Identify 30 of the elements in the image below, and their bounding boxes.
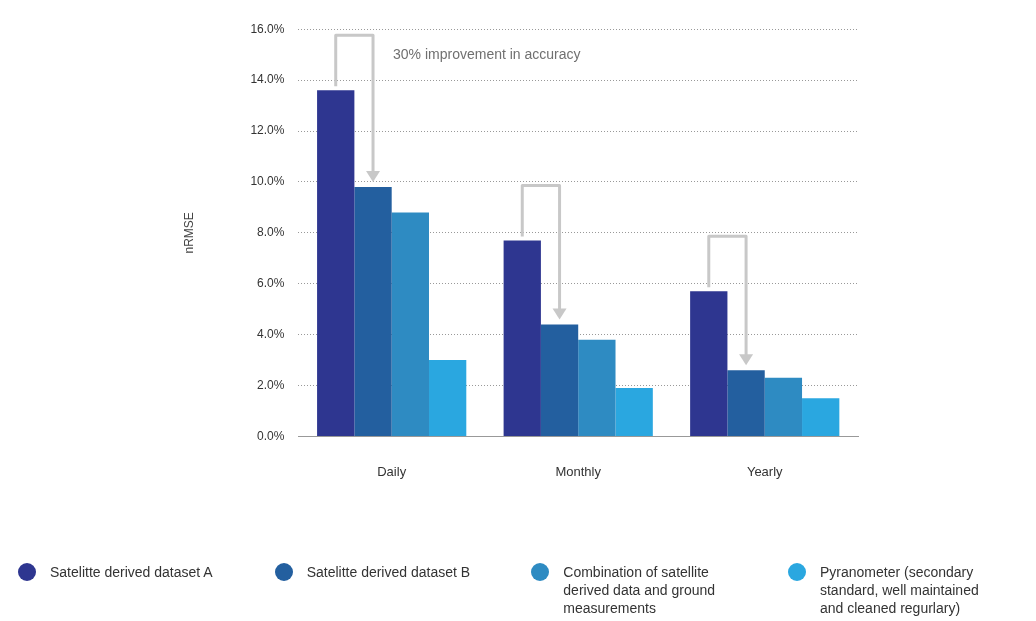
bar [354,186,392,436]
y-tick-label: 2.0% [257,377,285,392]
bar [540,324,579,436]
bar [802,398,840,436]
bar [317,90,355,436]
bar [503,240,541,436]
legend-label: Satelitte derived dataset A [50,563,213,581]
bar [727,370,765,436]
legend-label: Satelitte derived dataset B [306,563,471,581]
legend-label: Pyranometer (secondary standard, well maintained and cleaned regurlary) [819,563,980,617]
annotation: 30% improvement in accuracy [393,46,581,63]
bar [615,388,653,436]
y-tick-label: 8.0% [257,225,285,240]
bar [578,339,616,436]
y-tick-label: 14.0% [250,72,285,87]
y-tick-label: 0.0% [257,428,285,443]
y-tick-label: 10.0% [250,174,285,189]
y-axis-title: nRMSE [181,212,196,254]
bar [764,377,803,436]
legend-label: Combination of satellite derived data and ground measurements [563,563,717,617]
bar [428,360,467,436]
bar [391,212,429,436]
y-tick-label: 12.0% [250,123,285,138]
x-tick-label: Yearly [746,463,784,479]
y-tick-label: 6.0% [257,276,285,291]
x-tick-label: Daily [377,463,407,479]
y-tick-label: 4.0% [257,326,285,341]
y-tick-label: 16.0% [250,21,285,36]
bar [690,291,728,436]
x-tick-label: Monthly [555,463,602,479]
